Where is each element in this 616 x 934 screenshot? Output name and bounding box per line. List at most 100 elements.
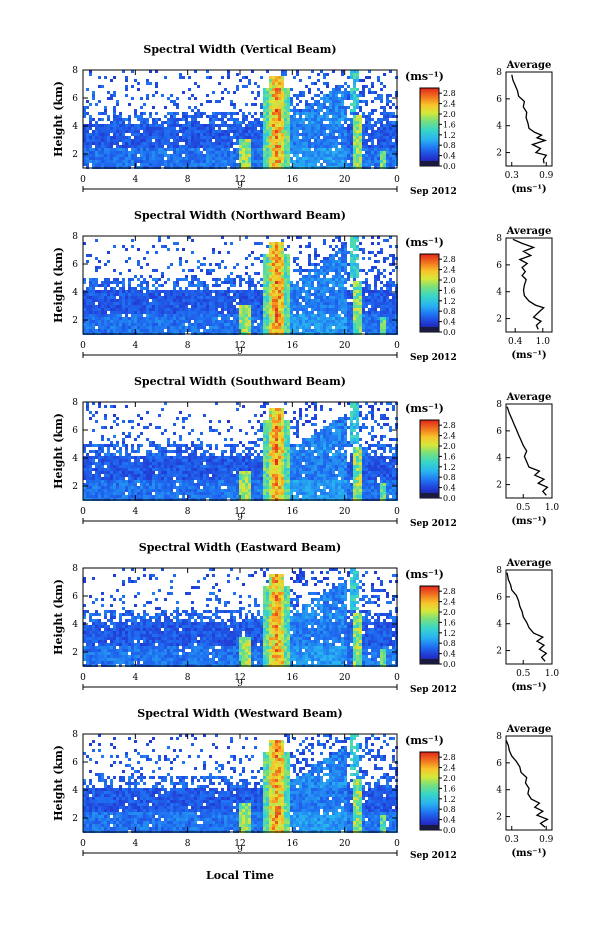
panel-title: Spectral Width (Eastward Beam) [139, 541, 341, 554]
x-tick-label: 20 [339, 507, 351, 517]
x-tick-label: 4 [132, 507, 138, 517]
average-title: Average [506, 392, 552, 403]
panel-5: Spectral Width (Westward Beam)2468Height… [52, 707, 554, 861]
colorbar-tick-label: 0.8 [443, 141, 456, 150]
average-frame [506, 736, 552, 830]
y-tick-label: 4 [72, 122, 78, 132]
colorbar-tick-label: 0.4 [443, 152, 456, 161]
y-axis-label: Height (km) [52, 745, 65, 821]
average-title: Average [506, 724, 552, 735]
colorbar-bottom [420, 161, 439, 166]
x-tick-label: 4 [132, 839, 138, 849]
y-tick-label: 8 [72, 232, 78, 242]
x-tick-label: 8 [185, 175, 191, 185]
y-tick-label: 8 [72, 398, 78, 408]
heatmap-cells [83, 734, 398, 833]
heatmap-cells [83, 70, 398, 169]
colorbar-tick-label: 1.6 [443, 784, 456, 793]
colorbar-tick-label: 2.8 [443, 587, 456, 596]
x-tick-label: 4 [132, 341, 138, 351]
colorbar-tick-label: 2.4 [443, 432, 456, 441]
panel-3: Spectral Width (Southward Beam) 2 4 6 8 Heigh… [52, 375, 559, 529]
x-tick-label: 20 [339, 839, 351, 849]
average-x-tick-label: 0.9 [539, 835, 554, 845]
colorbar [420, 586, 439, 664]
colorbar-unit: (ms⁻¹) [405, 568, 444, 581]
panel-title: Spectral Width (Southward Beam) [134, 375, 346, 388]
colorbar [420, 88, 439, 166]
average-frame [506, 72, 552, 166]
average-profile-line [506, 740, 547, 827]
average-x-label: (ms⁻¹) [511, 848, 546, 859]
average-y-tick-label: 2 [496, 647, 502, 657]
colorbar-tick-label: 1.2 [443, 629, 456, 638]
colorbar-tick-label: 1.6 [443, 618, 456, 627]
x-tick-label: 16 [287, 175, 299, 185]
colorbar-tick-label: 0.8 [443, 473, 456, 482]
x-tick-label: 20 [339, 175, 351, 185]
colorbar-tick-label: 1.2 [443, 297, 456, 306]
average-y-tick-label: 4 [496, 288, 502, 298]
x-tick-label: 0 [80, 839, 86, 849]
y-tick-label: 4 [72, 786, 78, 796]
average-title: Average [506, 226, 552, 237]
average-x-label: (ms⁻¹) [511, 516, 546, 527]
colorbar-tick-label: 1.6 [443, 120, 456, 129]
y-axis-label: Height (km) [52, 247, 65, 323]
y-tick-label: 6 [72, 426, 78, 436]
average-title: Average [506, 558, 552, 569]
x-tick-label: 20 [339, 341, 351, 351]
colorbar-bottom [420, 493, 439, 498]
panel-title: Spectral Width (Northward Beam) [134, 209, 346, 222]
colorbar-tick-label: 0.0 [443, 162, 456, 171]
average-x-label: (ms⁻¹) [511, 184, 546, 195]
panel-title: Spectral Width (Westward Beam) [137, 707, 342, 720]
colorbar-bottom [420, 659, 439, 664]
colorbar-tick-label: 2.0 [443, 110, 456, 119]
y-tick-label: 2 [72, 150, 78, 160]
x-tick-label: 4 [132, 673, 138, 683]
average-x-tick-label: 1.0 [545, 503, 560, 513]
colorbar [420, 752, 439, 830]
colorbar-unit: (ms⁻¹) [405, 236, 444, 249]
x-tick-label: 0 [394, 839, 400, 849]
average-y-tick-label: 6 [496, 593, 502, 603]
average-profile-line [513, 239, 544, 329]
colorbar-tick-label: 2.0 [443, 608, 456, 617]
y-tick-label: 6 [72, 758, 78, 768]
date-label: Sep 2012 [410, 519, 457, 529]
average-x-tick-label: 0.3 [505, 835, 520, 845]
panel-4: Spectral Width (Eastward Beam) 2 4 6 8 Height… [52, 541, 559, 695]
date-label: Sep 2012 [410, 851, 457, 861]
average-x-tick-label: 1.0 [545, 669, 560, 679]
average-x-tick-label: 0.4 [508, 337, 523, 347]
x-tick-label: 0 [394, 673, 400, 683]
colorbar-tick-label: 0.4 [443, 650, 456, 659]
x-tick-label: 8 [185, 673, 191, 683]
average-y-tick-label: 8 [496, 566, 502, 576]
y-axis-label: Height (km) [52, 413, 65, 489]
average-x-tick-label: 0.5 [516, 503, 531, 513]
colorbar-tick-label: 2.8 [443, 255, 456, 264]
heatmap-cells [83, 236, 398, 335]
average-y-tick-label: 8 [496, 400, 502, 410]
panel-1: Spectral Width (Vertical Beam)2468Height… [52, 43, 554, 197]
date-label: Sep 2012 [410, 685, 457, 695]
colorbar-unit: (ms⁻¹) [405, 70, 444, 83]
colorbar-unit: (ms⁻¹) [405, 734, 444, 747]
colorbar-bottom [420, 825, 439, 830]
colorbar-bottom [420, 327, 439, 332]
x-tick-label: 0 [394, 175, 400, 185]
colorbar [420, 420, 439, 498]
colorbar [420, 254, 439, 332]
average-profile-line [507, 407, 547, 496]
x-tick-label: 16 [287, 673, 299, 683]
y-tick-label: 4 [72, 454, 78, 464]
average-y-tick-label: 8 [496, 234, 502, 244]
y-tick-label: 2 [72, 482, 78, 492]
average-y-tick-label: 4 [496, 122, 502, 132]
y-axis-label: Height (km) [52, 579, 65, 655]
y-tick-label: 6 [72, 592, 78, 602]
average-y-tick-label: 6 [496, 261, 502, 271]
